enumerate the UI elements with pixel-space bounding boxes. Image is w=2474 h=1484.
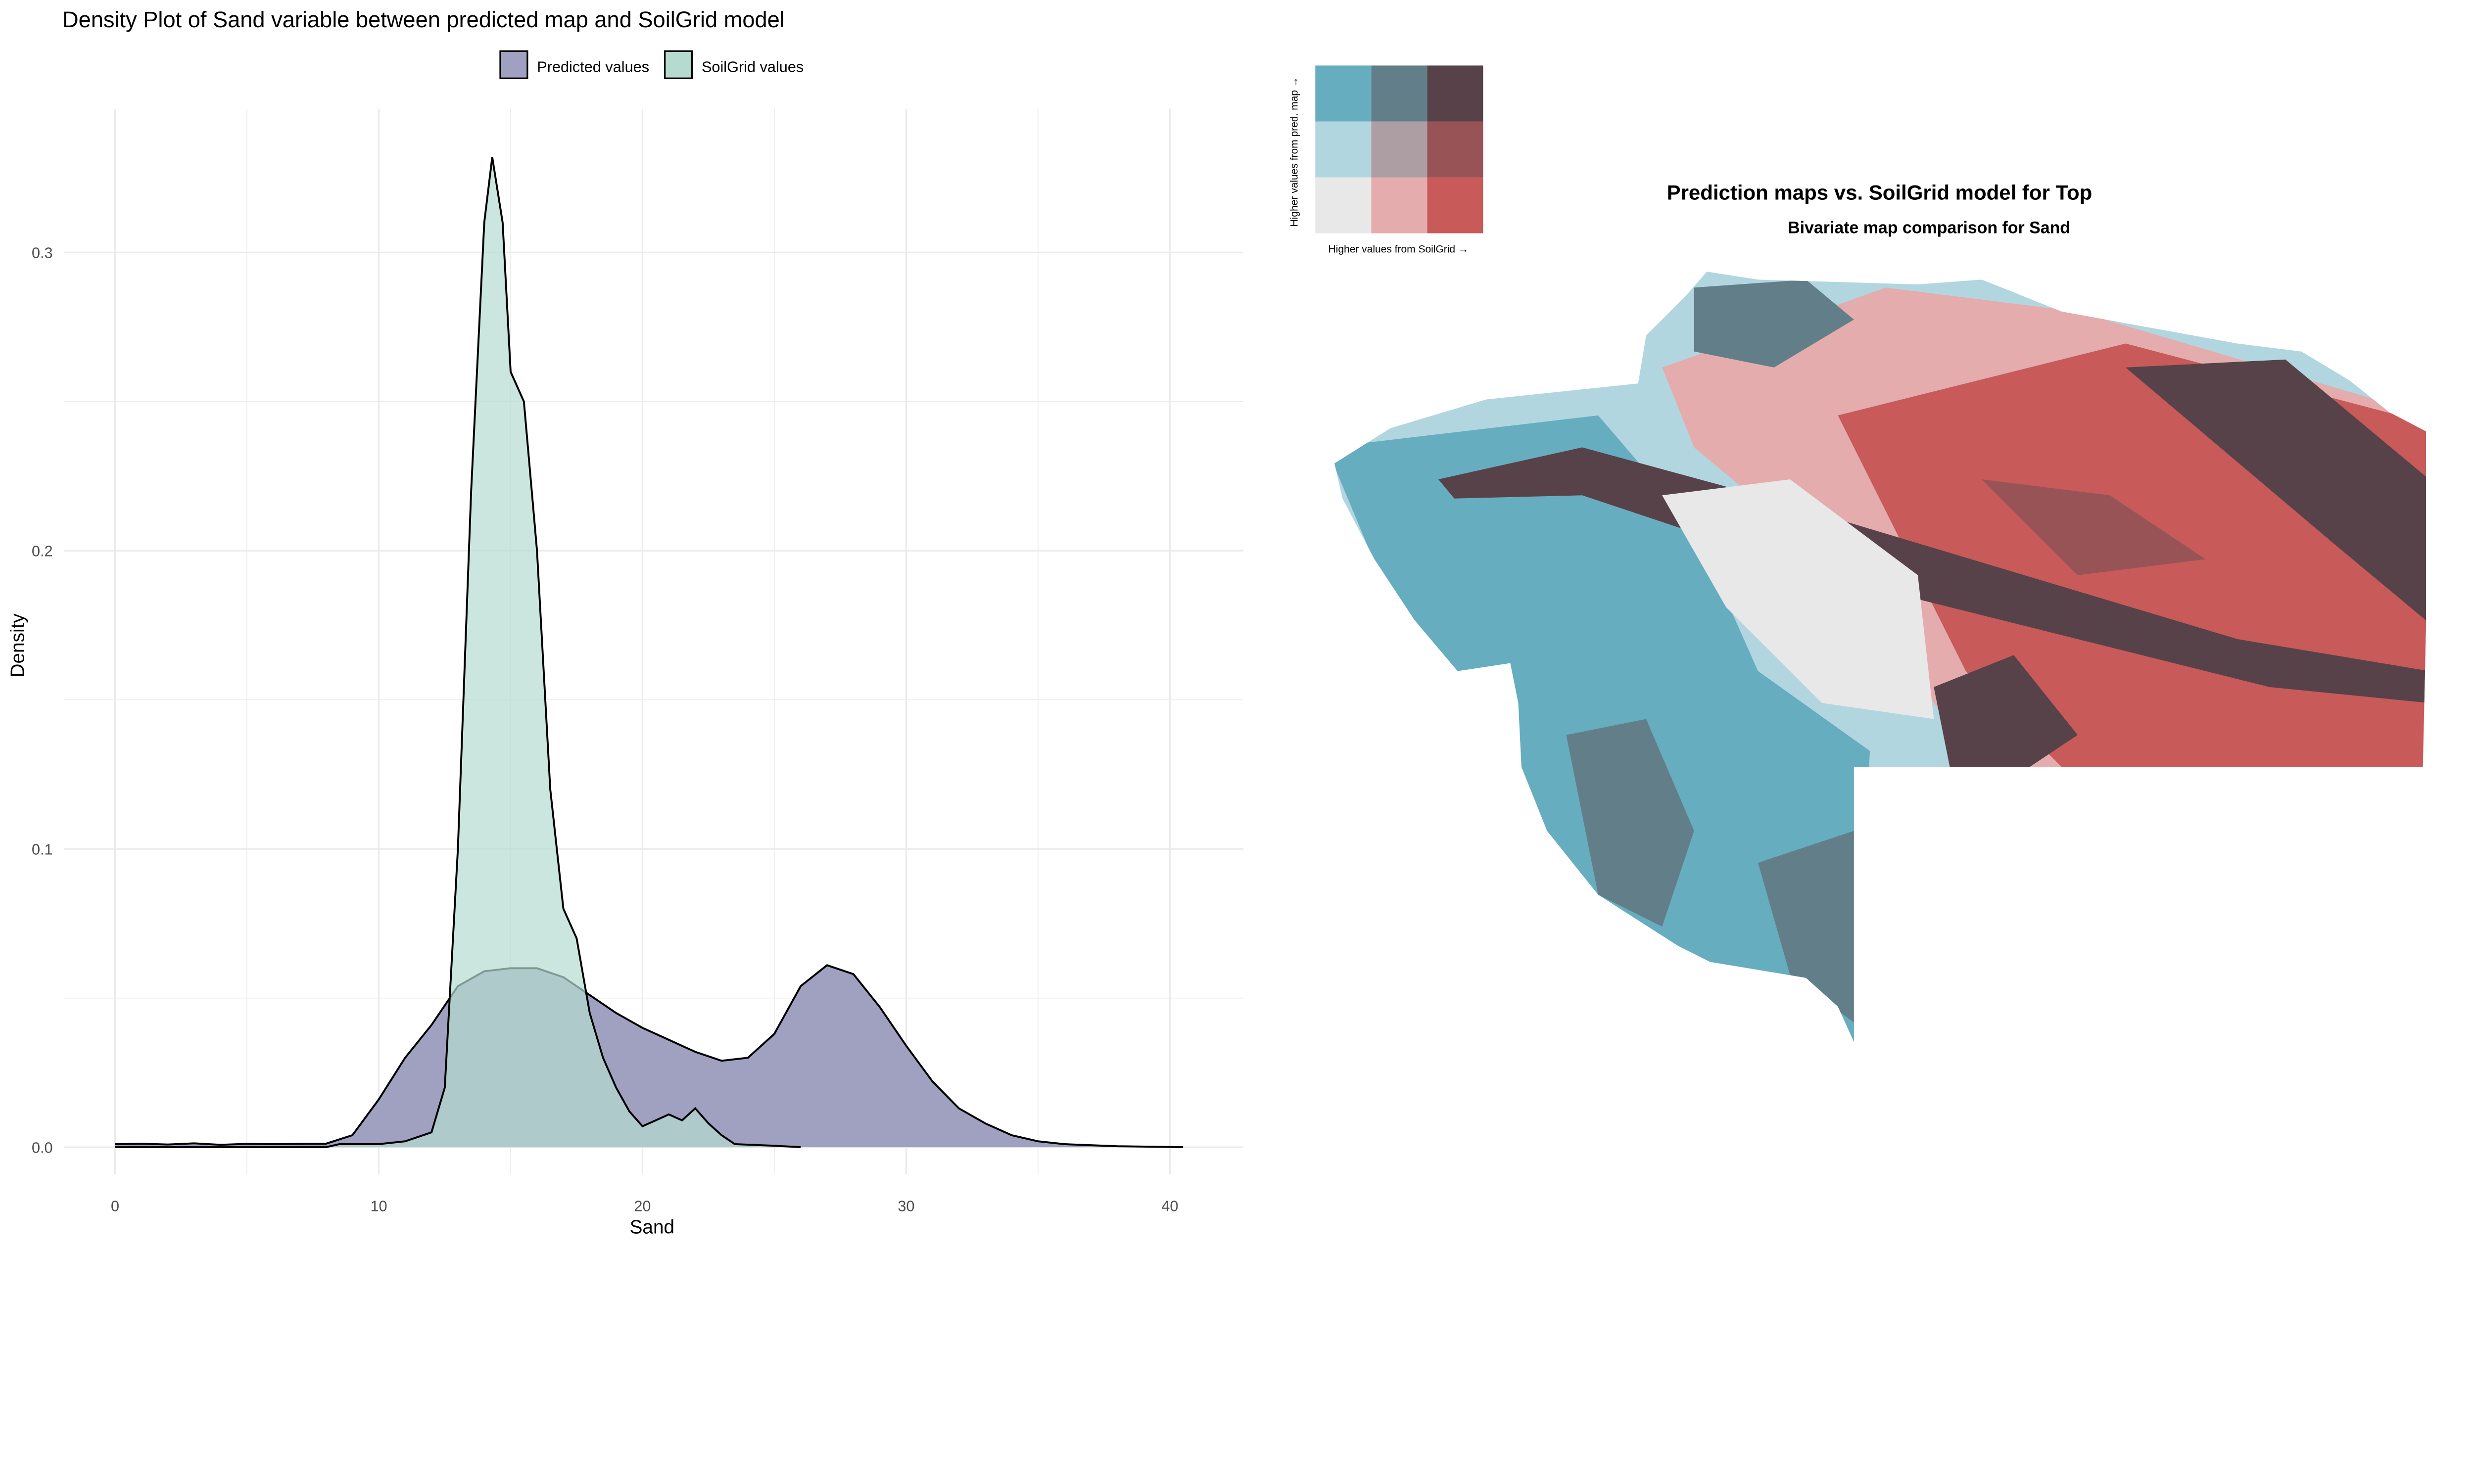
y-tick-label: 0.1 xyxy=(32,840,53,858)
legend-cell xyxy=(1315,177,1372,233)
legend: Predicted values SoilGrid values xyxy=(499,50,804,79)
x-tick-label: 30 xyxy=(898,1197,914,1214)
legend-cell xyxy=(1427,65,1483,122)
density-line-soilgrid xyxy=(115,157,801,1149)
axis-ticks: 0 10 20 30 40 0.0 0.1 0.2 0.3 xyxy=(32,244,1178,1215)
bivariate-legend xyxy=(1315,65,1483,233)
map-subtitle: Bivariate map comparison for Sand xyxy=(1788,219,2070,237)
legend-x-label: Higher values from SoilGrid → xyxy=(1329,243,1469,255)
legend-label-soilgrid: SoilGrid values xyxy=(702,58,804,75)
legend-y-label: Higher values from pred. map → xyxy=(1289,77,1300,227)
x-tick-label: 0 xyxy=(111,1197,119,1214)
y-tick-label: 0.0 xyxy=(32,1139,53,1156)
chart-title: Density Plot of Sand variable between pr… xyxy=(62,7,785,32)
bivariate-map xyxy=(1334,272,2426,1042)
legend-cell xyxy=(1427,177,1483,233)
y-tick-label: 0.3 xyxy=(32,244,53,262)
density-areas xyxy=(115,157,1184,1149)
map-title: Prediction maps vs. SoilGrid model for T… xyxy=(1667,181,2093,204)
legend-label-predicted: Predicted values xyxy=(537,58,649,75)
density-area-soilgrid xyxy=(115,157,801,1148)
y-tick-label: 0.2 xyxy=(32,543,53,560)
legend-cell xyxy=(1371,65,1427,122)
density-area-predicted xyxy=(115,965,1184,1148)
legend-swatch-predicted xyxy=(499,50,528,79)
density-line-predicted xyxy=(115,964,1184,1149)
legend-cell xyxy=(1427,121,1483,178)
x-tick-label: 20 xyxy=(634,1197,651,1214)
legend-cell xyxy=(1371,177,1427,233)
x-tick-label: 40 xyxy=(1161,1197,1178,1214)
density-plot: Density Plot of Sand variable between pr… xyxy=(7,7,1243,1237)
bivariate-map-panel: Higher values from pred. map → Higher va… xyxy=(1289,65,2426,1042)
grid xyxy=(64,108,1243,1175)
x-tick-label: 10 xyxy=(370,1197,387,1214)
legend-cell xyxy=(1315,121,1372,178)
legend-cell xyxy=(1371,121,1427,178)
x-axis-label: Sand xyxy=(630,1217,675,1237)
y-axis-label: Density xyxy=(7,613,28,678)
legend-swatch-soilgrid xyxy=(664,50,693,79)
legend-cell xyxy=(1315,65,1372,122)
figure: Density Plot of Sand variable between pr… xyxy=(7,7,2426,1237)
